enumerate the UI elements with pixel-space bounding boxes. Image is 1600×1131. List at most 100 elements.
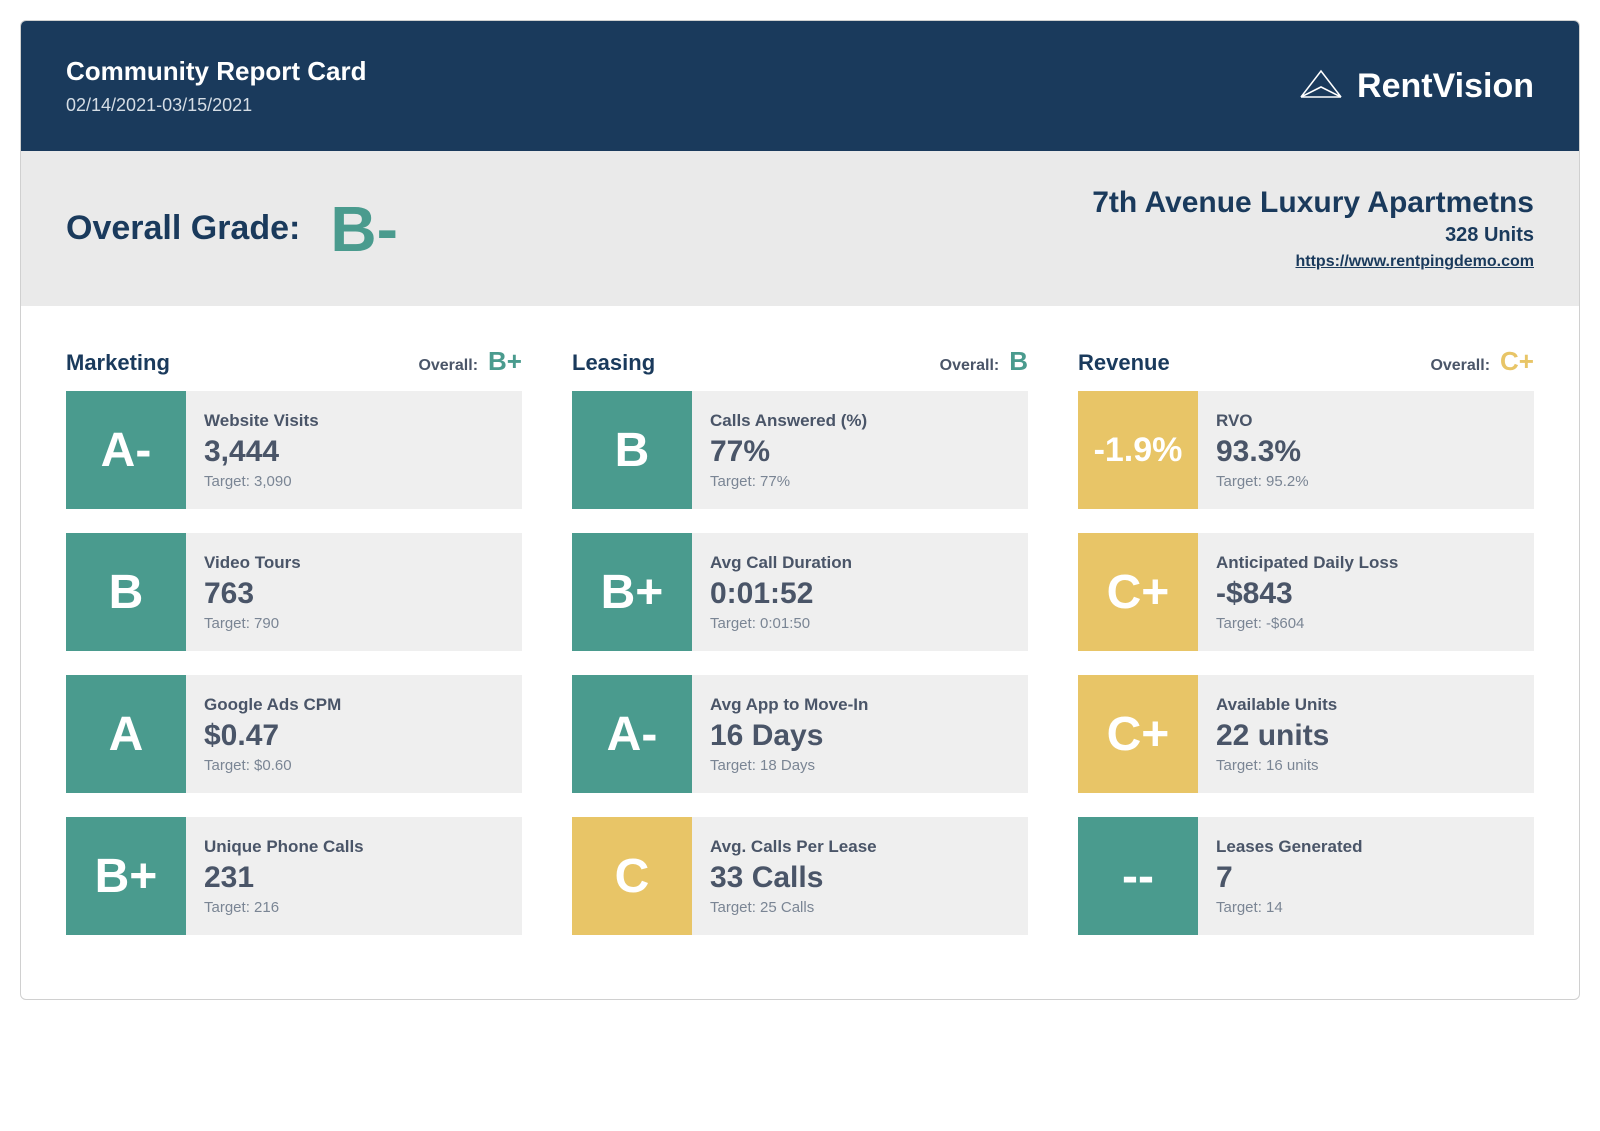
metric-label: Website Visits [204,411,504,431]
column-title: Leasing [572,350,655,376]
metric-value: 22 units [1216,719,1516,753]
column-overall: Overall: C+ [1430,346,1534,377]
rentvision-icon [1297,67,1345,105]
metric-card: B+ Avg Call Duration 0:01:52 Target: 0:01:5… [572,533,1028,651]
metric-value: $0.47 [204,719,504,753]
metric-details: Calls Answered (%) 77% Target: 77% [692,391,1028,509]
metric-target: Target: $0.60 [204,757,504,774]
metric-grade-box: B [66,533,186,651]
metric-value: 231 [204,861,504,895]
metric-details: Avg. Calls Per Lease 33 Calls Target: 25 C… [692,817,1028,935]
metric-label: Avg App to Move-In [710,695,1010,715]
metric-details: Available Units22 unitsTarget: 16 units [1198,675,1534,793]
metric-value: 77% [710,435,1010,469]
metric-grade-box: A- [66,391,186,509]
metric-label: Google Ads CPM [204,695,504,715]
report-card: Community Report Card 02/14/2021-03/15/2… [20,20,1580,1000]
column-revenue: RevenueOverall:C+-1.9%RVO93.3%Target: 95… [1078,346,1534,959]
metric-grade-box: C+ [1078,533,1198,651]
metric-target: Target: -$604 [1216,615,1516,632]
metric-details: Leases Generated7Target: 14 [1198,817,1534,935]
property-url-link[interactable]: https://www.rentpingdemo.com [1295,253,1534,270]
metric-grade-box: A- [572,675,692,793]
metric-grade-box: B [572,391,692,509]
column-overall-grade: B [1009,346,1028,377]
column-overall-label: Overall: [1430,357,1490,375]
metric-target: Target: 3,090 [204,473,504,490]
metric-details: Video Tours 763 Target: 790 [186,533,522,651]
metrics-columns: Marketing Overall: B+ A- Website Visits 3,444… [21,306,1579,999]
metric-card: -1.9%RVO93.3%Target: 95.2% [1078,391,1534,509]
metric-details: Google Ads CPM $0.47 Target: $0.60 [186,675,522,793]
metric-card: A Google Ads CPM $0.47 Target: $0.60 [66,675,522,793]
overall-grade-value: B- [330,197,398,261]
metric-card: C+ Anticipated Daily Loss -$843 Target: -$6… [1078,533,1534,651]
column-overall-label: Overall: [940,357,1000,375]
metric-label: Avg. Calls Per Lease [710,837,1010,857]
metric-grade-box: B+ [572,533,692,651]
metric-details: RVO 93.3% Target: 95.2% [1198,391,1534,509]
column-header: Marketing Overall: B+ [66,346,522,377]
column-overall-grade: C+ [1500,346,1534,377]
metric-grade-box: C [572,817,692,935]
column-marketing: Marketing Overall: B+ A- Website Visits 3,444… [66,346,522,959]
metric-card: B Calls Answered (%) 77% Target: 77% [572,391,1028,509]
metric-value: 3,444 [204,435,504,469]
metric-target: Target: 0:01:50 [710,615,1010,632]
metric-grade-box: A [66,675,186,793]
column-title: Revenue [1078,350,1170,376]
metric-value: 93.3% [1216,435,1516,469]
metric-value: 33 Calls [710,861,1010,895]
column-header: Revenue Overall: C+ [1078,346,1534,377]
metric-target: Target: 95.2% [1216,473,1516,490]
metric-target: Target: 14 [1216,899,1516,916]
column-overall: Overall: B+ [418,346,522,377]
metric-details: Website Visits 3,444 Target: 3,090 [186,391,522,509]
property-name: 7th Avenue Luxury Apartmetns [1092,186,1534,220]
metric-grade-box: C+ [1078,675,1198,793]
metric-target: Target: 77% [710,473,1010,490]
date-range: 02/14/2021-03/15/2021 [66,95,366,116]
overall-grade: Overall Grade: B- [66,197,398,261]
metric-card: A- Website Visits 3,444 Target: 3,090 [66,391,522,509]
metric-card: B+ Unique Phone Calls 231 Target: 216 [66,817,522,935]
metric-value: -$843 [1216,577,1516,611]
metric-grade-box: B+ [66,817,186,935]
metric-value: 763 [204,577,504,611]
metric-details: Avg App to Move-In 16 Days Target: 18 Days [692,675,1028,793]
column-title: Marketing [66,350,170,376]
metric-card: A- Avg App to Move-In 16 Days Target: 18 Da… [572,675,1028,793]
metric-label: Anticipated Daily Loss [1216,553,1516,573]
metric-value: 0:01:52 [710,577,1010,611]
metric-card: C Avg. Calls Per Lease 33 Calls Target: 25 … [572,817,1028,935]
metric-target: Target: 18 Days [710,757,1010,774]
metric-card: --Leases Generated7Target: 14 [1078,817,1534,935]
column-header: Leasing Overall: B [572,346,1028,377]
report-title: Community Report Card [66,56,366,87]
metric-label: Avg Call Duration [710,553,1010,573]
metric-value: 16 Days [710,719,1010,753]
unit-count: 328 Units [1092,224,1534,247]
header-left: Community Report Card 02/14/2021-03/15/2… [66,56,366,116]
metric-target: Target: 216 [204,899,504,916]
metric-target: Target: 790 [204,615,504,632]
metric-target: Target: 25 Calls [710,899,1010,916]
column-leasing: Leasing Overall: B B Calls Answered (%) 77% Ta… [572,346,1028,959]
column-overall-grade: B+ [488,346,522,377]
metric-label: RVO [1216,411,1516,431]
summary-bar: Overall Grade: B- 7th Avenue Luxury Apar… [21,151,1579,306]
column-overall-label: Overall: [418,357,478,375]
metric-details: Avg Call Duration 0:01:52 Target: 0:01:50 [692,533,1028,651]
metric-label: Leases Generated [1216,837,1516,857]
metric-label: Video Tours [204,553,504,573]
overall-grade-label: Overall Grade: [66,209,300,248]
brand-logo: RentVision [1297,67,1534,106]
metric-label: Calls Answered (%) [710,411,1010,431]
metric-label: Unique Phone Calls [204,837,504,857]
property-info: 7th Avenue Luxury Apartmetns 328 Units h… [1092,186,1534,271]
metric-label: Available Units [1216,695,1516,715]
metric-details: Unique Phone Calls 231 Target: 216 [186,817,522,935]
metric-grade-box: -- [1078,817,1198,935]
metric-card: B Video Tours 763 Target: 790 [66,533,522,651]
metric-details: Anticipated Daily Loss -$843 Target: -$604 [1198,533,1534,651]
